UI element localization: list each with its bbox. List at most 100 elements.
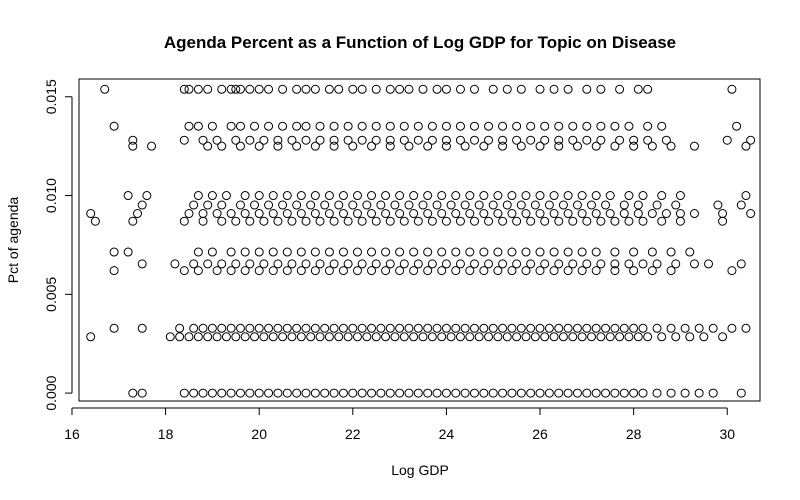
data-point <box>554 216 564 226</box>
data-point <box>746 135 756 145</box>
data-point <box>123 247 133 257</box>
data-point <box>736 259 746 269</box>
data-point <box>296 209 306 219</box>
data-point <box>455 216 465 226</box>
data-point <box>165 332 175 342</box>
data-point <box>610 388 620 398</box>
data-point <box>86 332 96 342</box>
data-point <box>240 191 250 201</box>
data-point <box>254 84 264 94</box>
data-point <box>591 141 601 151</box>
data-point <box>582 388 592 398</box>
x-tick-label: 26 <box>532 426 548 442</box>
data-point <box>142 191 152 201</box>
data-point <box>488 200 498 210</box>
data-point <box>268 191 278 201</box>
data-point <box>193 191 203 201</box>
data-point <box>460 323 470 333</box>
data-point <box>694 388 704 398</box>
data-point <box>605 191 615 201</box>
data-point <box>736 200 746 210</box>
data-point <box>254 266 264 276</box>
data-point <box>348 323 358 333</box>
data-point <box>498 388 508 398</box>
data-point <box>455 332 465 342</box>
data-point <box>601 200 611 210</box>
data-point <box>423 323 433 333</box>
data-point <box>315 135 325 145</box>
data-point <box>605 209 615 219</box>
data-point <box>203 332 213 342</box>
data-point <box>324 247 334 257</box>
data-point <box>441 121 451 131</box>
x-tick-label: 20 <box>251 426 267 442</box>
data-point <box>217 84 227 94</box>
data-point <box>666 388 676 398</box>
data-point <box>493 332 503 342</box>
data-point <box>381 191 391 201</box>
data-point <box>689 259 699 269</box>
data-point <box>446 332 456 342</box>
data-point <box>516 388 526 398</box>
data-point <box>619 200 629 210</box>
data-point <box>661 209 671 219</box>
data-point <box>296 247 306 257</box>
data-point <box>399 332 409 342</box>
data-point <box>423 266 433 276</box>
data-point <box>572 200 582 210</box>
data-point <box>451 191 461 201</box>
data-point <box>718 332 728 342</box>
data-point <box>629 247 639 257</box>
data-point <box>334 84 344 94</box>
data-point <box>572 141 582 151</box>
data-point <box>235 200 245 210</box>
data-point <box>638 259 648 269</box>
data-point <box>610 247 620 257</box>
data-point <box>554 121 564 131</box>
data-point <box>661 135 671 145</box>
data-point <box>217 323 227 333</box>
data-point <box>469 121 479 131</box>
data-point <box>601 388 611 398</box>
data-point <box>643 135 653 145</box>
data-point <box>652 323 662 333</box>
data-point <box>479 209 489 219</box>
data-point <box>212 209 222 219</box>
data-point <box>479 247 489 257</box>
data-point <box>577 332 587 342</box>
data-point <box>727 266 737 276</box>
data-point <box>395 191 405 201</box>
data-point <box>352 247 362 257</box>
data-point <box>338 247 348 257</box>
data-point <box>273 135 283 145</box>
data-point <box>502 200 512 210</box>
data-point <box>348 141 358 151</box>
y-axis-label: Pct of agenda <box>5 197 21 284</box>
data-point <box>404 388 414 398</box>
data-point <box>568 332 578 342</box>
data-point <box>526 135 536 145</box>
data-point <box>278 121 288 131</box>
data-point <box>577 266 587 276</box>
data-point <box>376 388 386 398</box>
data-point <box>334 200 344 210</box>
data-point <box>310 388 320 398</box>
data-point <box>455 121 465 131</box>
data-point <box>259 135 269 145</box>
data-point <box>226 266 236 276</box>
data-point <box>207 247 217 257</box>
data-point <box>381 332 391 342</box>
x-tick-label: 28 <box>626 426 642 442</box>
data-point <box>193 332 203 342</box>
data-point <box>404 141 414 151</box>
data-point <box>329 121 339 131</box>
data-point <box>498 141 508 151</box>
data-point <box>212 135 222 145</box>
data-point <box>451 388 461 398</box>
data-point <box>544 323 554 333</box>
data-point <box>413 259 423 269</box>
data-point <box>128 135 138 145</box>
data-point <box>474 200 484 210</box>
data-point <box>455 135 465 145</box>
